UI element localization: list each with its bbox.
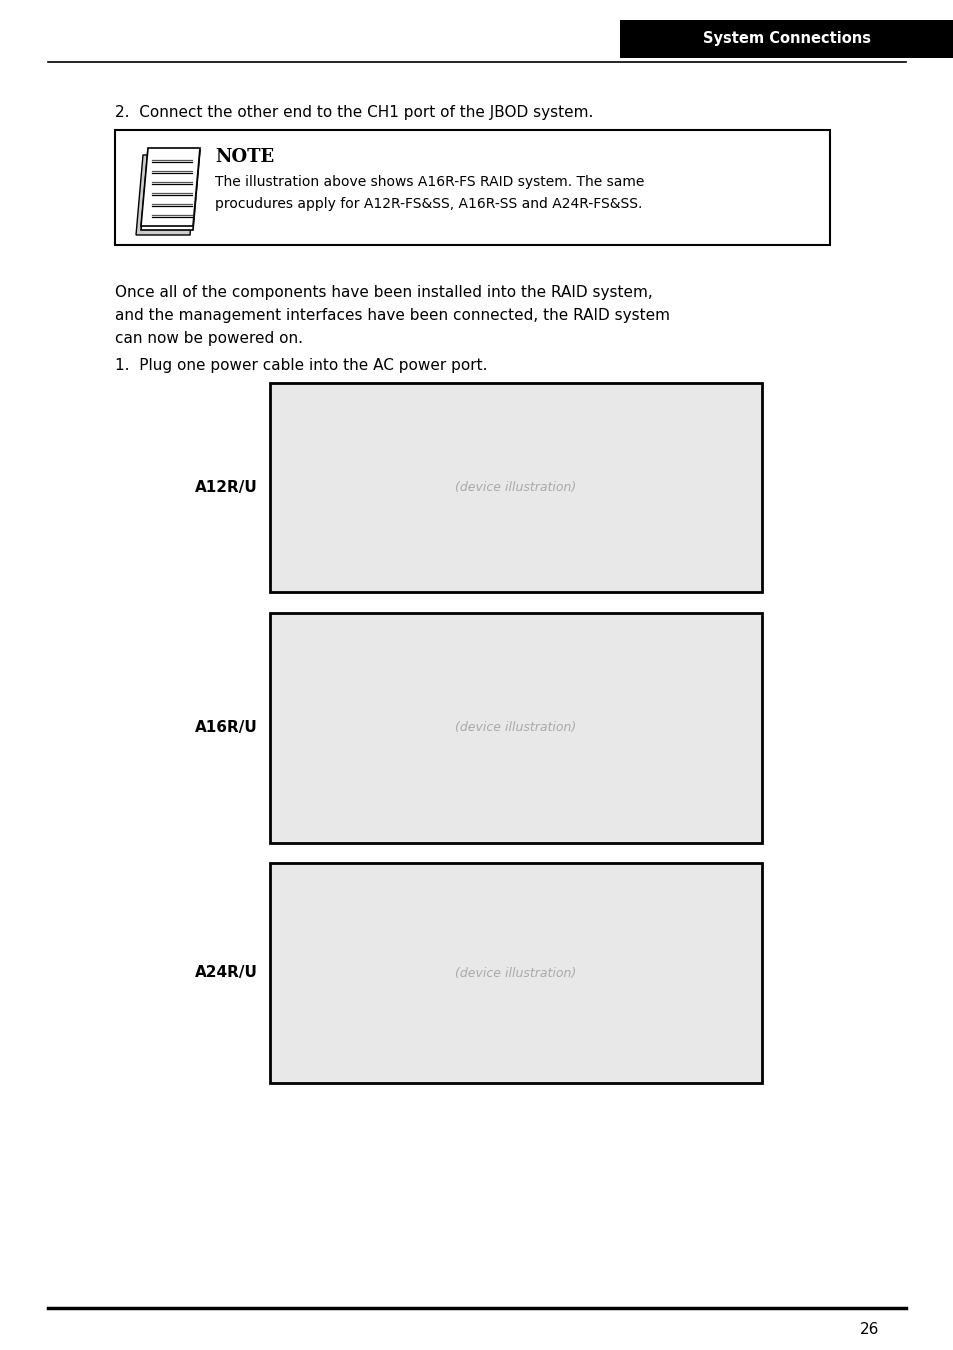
Polygon shape	[136, 155, 196, 235]
Bar	[619, 20, 953, 58]
Text: System Connections: System Connections	[702, 31, 870, 46]
Text: A24R/U: A24R/U	[195, 965, 257, 980]
Bar	[115, 130, 829, 244]
Text: (device illustration): (device illustration)	[455, 721, 576, 734]
Text: The illustration above shows A16R-FS RAID system. The same: The illustration above shows A16R-FS RAI…	[214, 176, 643, 189]
Text: 26: 26	[860, 1322, 879, 1336]
Text: Once all of the components have been installed into the RAID system,: Once all of the components have been ins…	[115, 285, 652, 300]
Polygon shape	[141, 150, 200, 230]
Polygon shape	[141, 148, 200, 225]
Text: (device illustration): (device illustration)	[455, 481, 576, 494]
Text: (device illustration): (device illustration)	[455, 967, 576, 980]
Text: can now be powered on.: can now be powered on.	[115, 331, 303, 346]
Text: 2.  Connect the other end to the CH1 port of the JBOD system.: 2. Connect the other end to the CH1 port…	[115, 105, 593, 120]
Text: A16R/U: A16R/U	[195, 721, 257, 736]
Bar	[270, 863, 761, 1083]
Text: procudures apply for A12R-FS&SS, A16R-SS and A24R-FS&SS.: procudures apply for A12R-FS&SS, A16R-SS…	[214, 197, 641, 211]
Text: NOTE: NOTE	[214, 148, 274, 166]
Bar	[270, 613, 761, 842]
Text: 1.  Plug one power cable into the AC power port.: 1. Plug one power cable into the AC powe…	[115, 358, 487, 373]
Bar	[270, 383, 761, 593]
Text: and the management interfaces have been connected, the RAID system: and the management interfaces have been …	[115, 308, 669, 323]
Text: A12R/U: A12R/U	[195, 481, 257, 495]
